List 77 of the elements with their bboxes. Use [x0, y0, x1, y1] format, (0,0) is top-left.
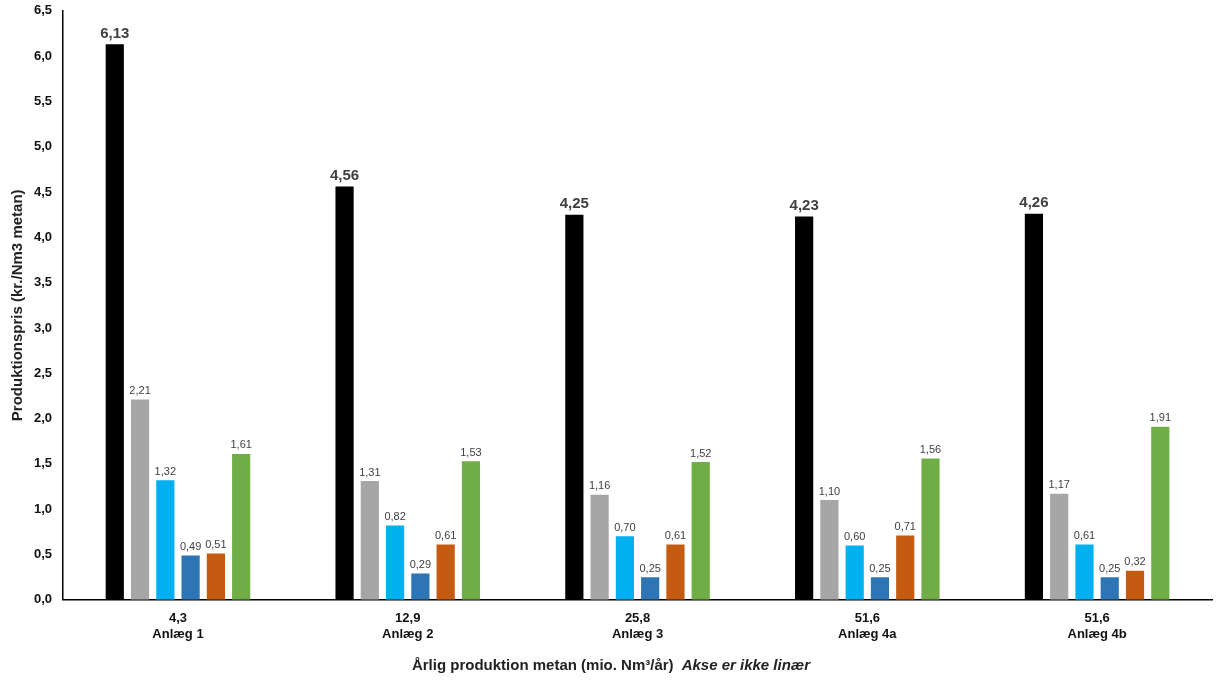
- bar: [1100, 577, 1119, 600]
- data-label: 1,31: [359, 465, 381, 478]
- data-label: 1,16: [588, 479, 611, 492]
- y-tick-label: 0,5: [33, 546, 53, 562]
- y-tick-label: 2,0: [33, 410, 53, 426]
- data-label: 0,25: [1099, 561, 1121, 574]
- data-label: 4,26: [1019, 193, 1049, 211]
- data-label: 0,32: [1124, 555, 1146, 568]
- data-label: 1,32: [154, 464, 177, 477]
- bar: [666, 544, 685, 600]
- bar: [436, 544, 455, 600]
- y-tick-label: 3,5: [33, 274, 53, 290]
- data-label: 0,25: [639, 561, 661, 574]
- bar: [411, 573, 430, 600]
- bar: [461, 461, 481, 600]
- bar: [130, 399, 150, 600]
- bar: [615, 536, 634, 600]
- data-label: 1,17: [1048, 478, 1070, 491]
- y-axis-title: Produktionspris (kr./Nm3 metan): [8, 189, 26, 422]
- data-label: 0,61: [1073, 529, 1096, 542]
- data-label: 4,56: [329, 166, 360, 184]
- bar: [896, 535, 915, 600]
- y-tick-label: 3,0: [33, 319, 53, 335]
- data-label: 1,91: [1149, 411, 1172, 424]
- bar: [386, 525, 405, 600]
- bar: [691, 462, 710, 600]
- data-label: 0,51: [205, 538, 227, 551]
- y-tick-label: 5,0: [33, 138, 53, 154]
- bar: [360, 481, 379, 600]
- bar: [921, 458, 940, 600]
- bar: [1151, 426, 1170, 600]
- data-label: 1,53: [460, 445, 482, 458]
- x-axis-title: Årlig produktion metan (mio. Nm³/år): [411, 656, 674, 673]
- y-tick-label: 2,5: [33, 364, 53, 380]
- bar: [845, 545, 864, 600]
- data-label: 6,13: [100, 23, 130, 41]
- data-label: 0,25: [869, 561, 891, 574]
- text: Akse er ikke linær: [681, 656, 811, 673]
- x-tick-label: 4,3 Anlæg 1: [152, 610, 204, 641]
- bar: [156, 480, 175, 600]
- y-tick-label: 4,0: [33, 228, 53, 244]
- y-tick-label: 5,5: [33, 92, 53, 108]
- data-label: 1,10: [818, 484, 841, 497]
- data-label: 1,56: [919, 442, 942, 455]
- bar: [820, 500, 839, 600]
- bar: [1125, 570, 1145, 600]
- bar: [641, 577, 660, 600]
- x-tick-label: 12,9 Anlæg 2: [382, 610, 434, 641]
- x-tick-label: 51,6 Anlæg 4b: [1067, 610, 1127, 641]
- data-label: 0,61: [664, 529, 687, 542]
- y-tick-label: 6,0: [33, 47, 53, 63]
- bar: [206, 553, 225, 600]
- data-label: 2,21: [129, 384, 151, 397]
- bar: [1075, 544, 1094, 600]
- bar: [590, 494, 609, 600]
- y-tick-label: 0,0: [33, 591, 53, 607]
- bar: [232, 453, 251, 600]
- y-tick-label: 6,5: [33, 2, 53, 18]
- bar: [870, 577, 890, 600]
- data-label: 4,23: [789, 196, 819, 214]
- data-label: 0,71: [894, 519, 916, 532]
- data-label: 0,70: [614, 520, 636, 533]
- x-tick-label: 51,6 Anlæg 4a: [838, 610, 898, 641]
- data-label: 0,61: [434, 529, 457, 542]
- bar: [181, 555, 200, 600]
- y-tick-label: 4,5: [33, 183, 53, 199]
- data-label: 0,82: [384, 510, 406, 523]
- data-label: 1,52: [690, 446, 712, 459]
- data-label: 0,60: [843, 529, 866, 542]
- x-tick-label: 25,8 Anlæg 3: [611, 610, 664, 641]
- y-tick-label: 1,5: [33, 455, 53, 471]
- data-label: 0,29: [409, 558, 432, 571]
- data-label: 1,61: [230, 438, 252, 451]
- bar: [1050, 493, 1069, 600]
- data-label: 4,25: [559, 194, 589, 212]
- data-label: 0,49: [179, 539, 202, 552]
- y-tick-label: 1,0: [33, 500, 53, 516]
